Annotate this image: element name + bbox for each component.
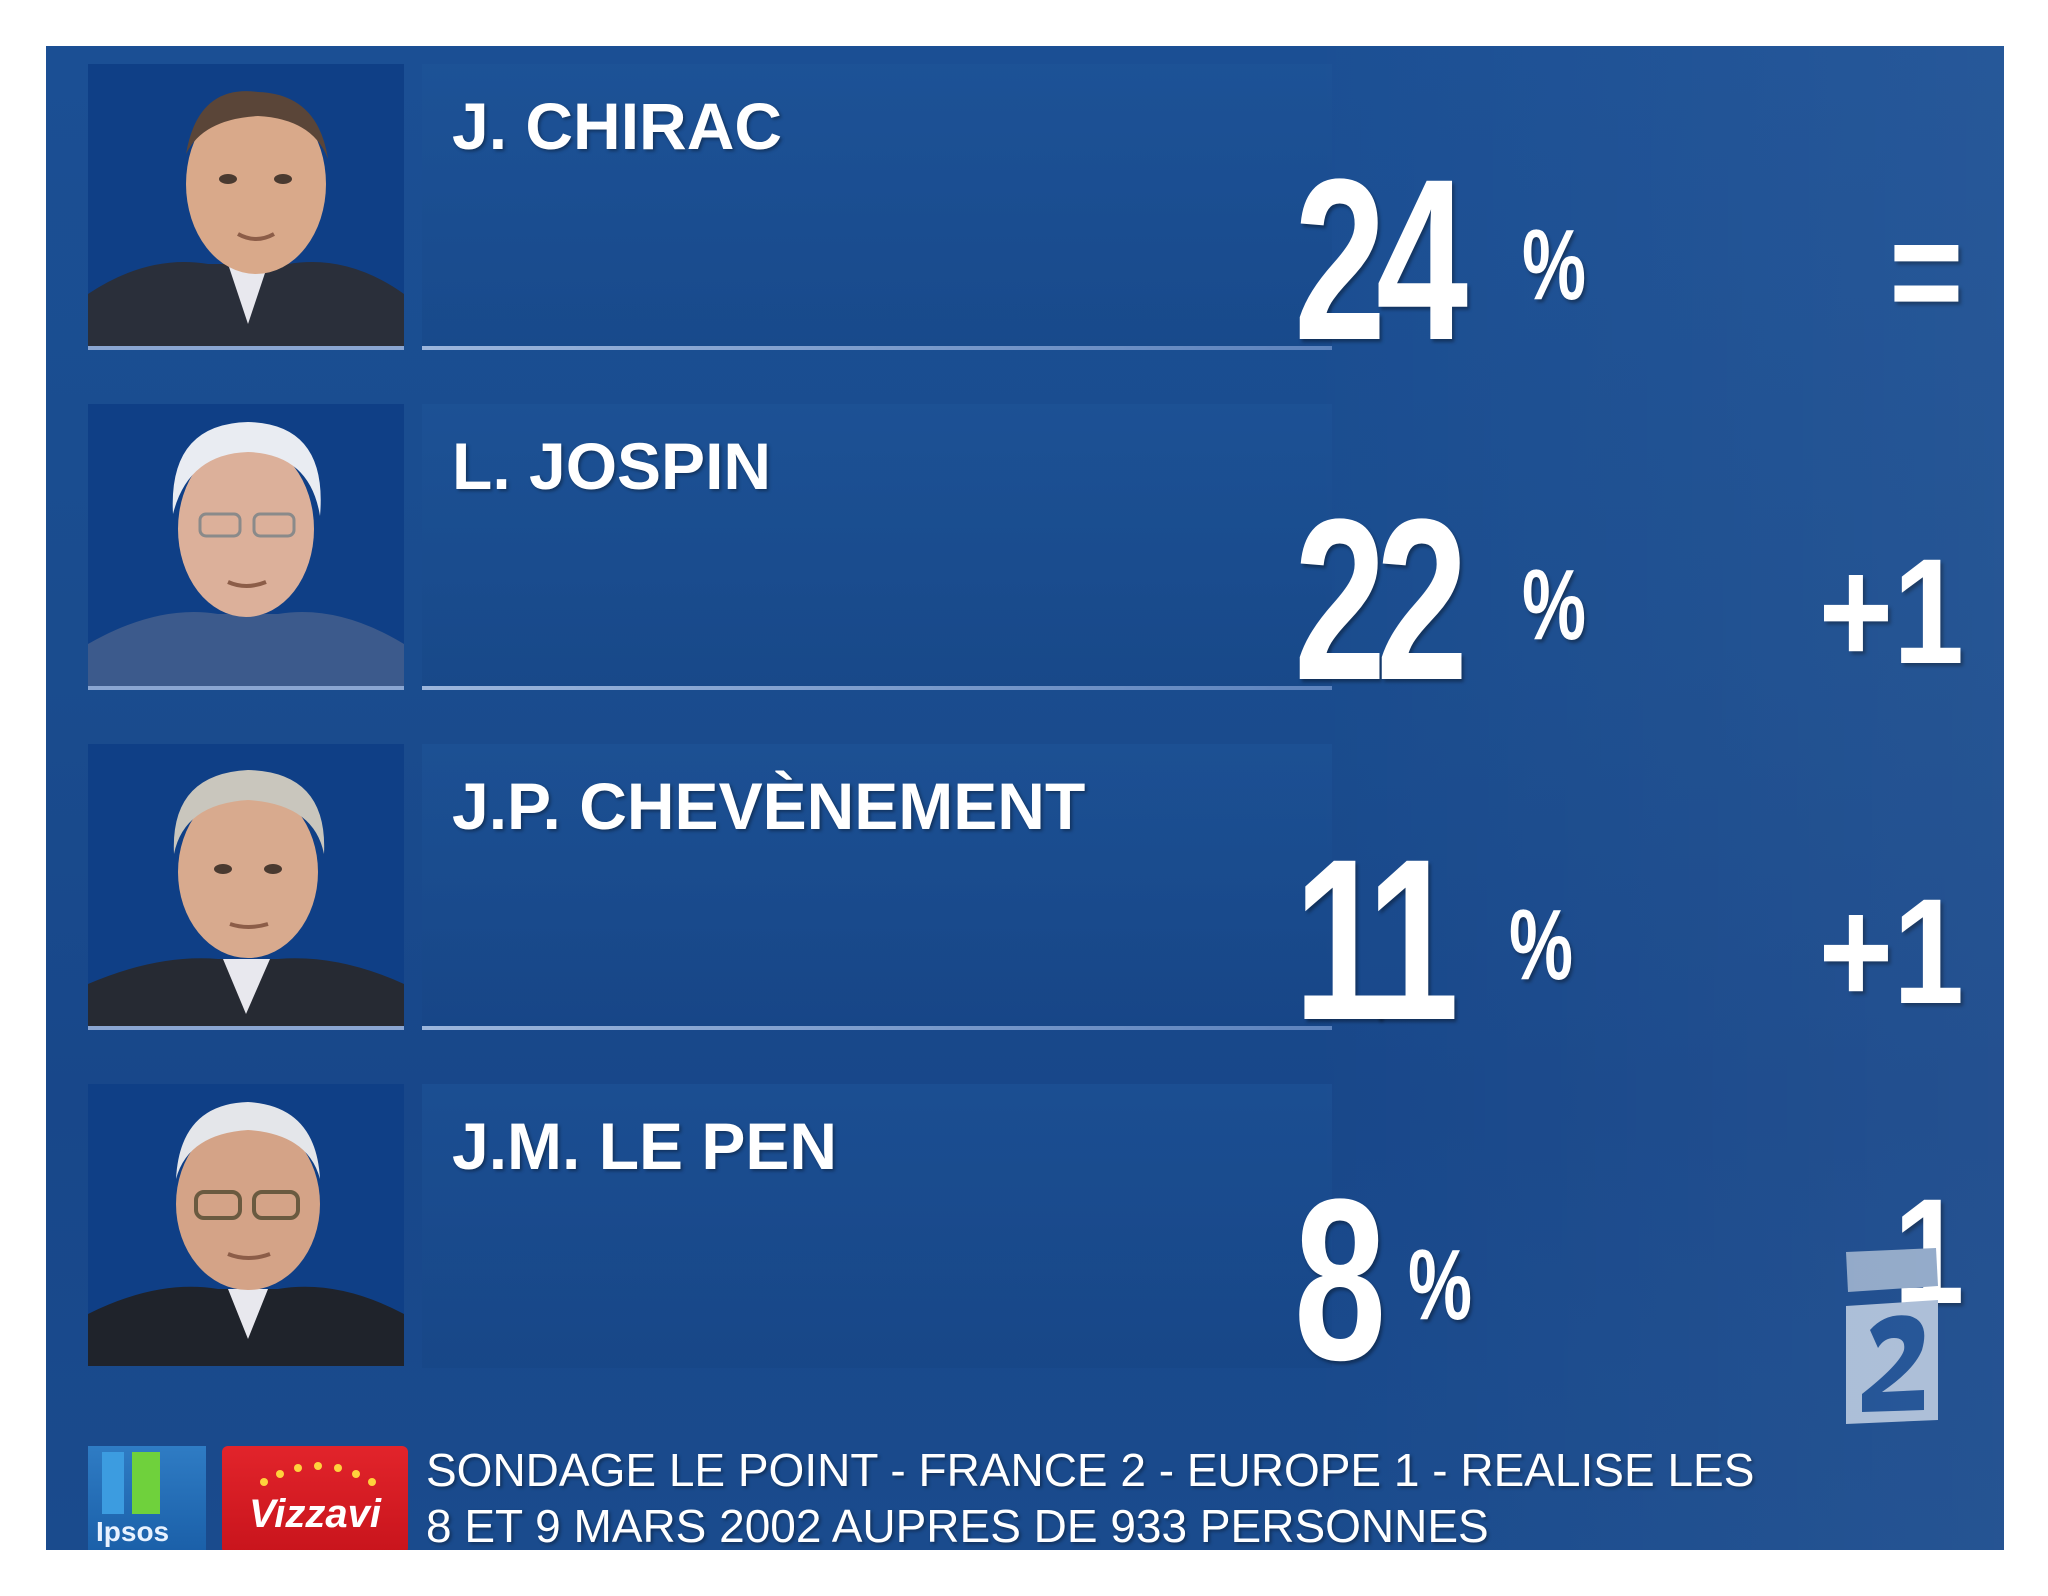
candidate-name: L. JOSPIN [452, 429, 772, 503]
percent-symbol: % [1407, 1229, 1472, 1341]
name-band [422, 64, 1332, 348]
name-band [422, 744, 1332, 1028]
percent-value: 8 [1294, 1151, 1386, 1408]
divider [422, 686, 1332, 690]
candidate-change: = [1889, 187, 1964, 355]
candidate-row: J.M. LE PEN 8 % -1 [46, 1066, 2004, 1396]
candidate-photo-le-pen [88, 1084, 404, 1366]
ipsos-mark [132, 1452, 160, 1514]
divider [88, 346, 404, 350]
candidate-percent: 8 % [1294, 1151, 1497, 1408]
percent-symbol: % [1509, 889, 1574, 1001]
candidate-row: J.P. CHEVÈNEMENT 11 % +1 [46, 726, 2004, 1056]
vizzavi-label: Vizzavi [249, 1492, 381, 1536]
poll-panel: J. CHIRAC 24 % = L. JOSPIN 22 % [46, 46, 2004, 1550]
candidate-change: +1 [1818, 867, 1964, 1035]
vizzavi-logo: Vizzavi [222, 1446, 408, 1550]
percent-value: 22 [1294, 471, 1468, 728]
candidate-percent: 11 % [1294, 811, 1598, 1068]
candidate-row: J. CHIRAC 24 % = [46, 46, 2004, 376]
candidate-percent: 22 % [1294, 471, 1611, 728]
percent-value: 24 [1294, 131, 1468, 388]
candidate-percent: 24 % [1294, 131, 1611, 388]
name-band [422, 404, 1332, 688]
divider [88, 1026, 404, 1030]
divider [422, 1026, 1332, 1030]
divider [88, 686, 404, 690]
candidate-photo-jospin [88, 404, 404, 686]
candidate-name: J.P. CHEVÈNEMENT [452, 769, 1086, 843]
candidate-name: J.M. LE PEN [452, 1109, 838, 1183]
vizzavi-dots-icon [260, 1462, 376, 1486]
ipsos-mark [102, 1452, 124, 1514]
candidate-row: L. JOSPIN 22 % +1 [46, 386, 2004, 716]
poll-source: SONDAGE LE POINT - FRANCE 2 - EUROPE 1 -… [426, 1442, 1754, 1550]
percent-symbol: % [1521, 549, 1586, 661]
ipsos-label: Ipsos [96, 1516, 170, 1547]
candidate-change: +1 [1818, 527, 1964, 695]
footer: Ipsos Vizzavi SONDAGE LE POINT - FRANCE … [46, 1386, 2004, 1550]
source-line-1: SONDAGE LE POINT - FRANCE 2 - EUROPE 1 -… [426, 1444, 1755, 1496]
candidate-photo-chevenement [88, 744, 404, 1026]
percent-value: 11 [1294, 811, 1459, 1068]
ipsos-logo: Ipsos [88, 1446, 206, 1550]
source-line-2: 8 ET 9 MARS 2002 AUPRES DE 933 PERSONNES [426, 1500, 1489, 1550]
france2-logo [1826, 1246, 1956, 1426]
divider [422, 346, 1332, 350]
percent-symbol: % [1521, 209, 1586, 321]
name-band [422, 1084, 1332, 1368]
candidate-photo-chirac [88, 64, 404, 346]
candidate-name: J. CHIRAC [452, 89, 783, 163]
